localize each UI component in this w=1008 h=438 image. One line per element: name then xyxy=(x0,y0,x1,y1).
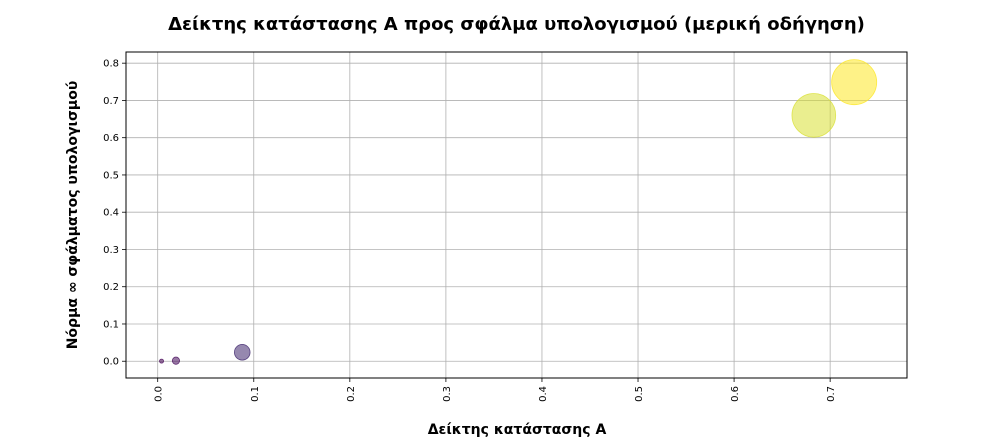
y-tick-label: 0.8 xyxy=(103,59,119,70)
x-tick-label: 0.0 xyxy=(154,386,165,402)
x-tick-label: 0.5 xyxy=(634,386,645,402)
x-tick-label: 0.4 xyxy=(538,386,549,402)
x-tick-label: 0.6 xyxy=(730,386,741,402)
y-tick-label: 0.4 xyxy=(103,208,119,219)
data-point xyxy=(233,344,251,361)
grid xyxy=(126,52,907,378)
data-point xyxy=(159,358,164,364)
y-tick-label: 0.0 xyxy=(103,357,119,368)
x-tick-label: 0.1 xyxy=(250,386,261,402)
x-axis-ticks: 0.0 0.1 0.2 0.3 0.4 0.5 0.6 0.7 xyxy=(154,378,837,402)
y-axis-ticks: 0.0 0.1 0.2 0.3 0.4 0.5 0.6 0.7 0.8 xyxy=(103,59,126,368)
y-tick-label: 0.2 xyxy=(103,282,119,293)
x-tick-label: 0.3 xyxy=(442,386,453,402)
y-tick-label: 0.6 xyxy=(103,133,119,144)
y-tick-label: 0.7 xyxy=(103,96,119,107)
data-point xyxy=(171,356,181,365)
chart-title: Δείκτης κατάστασης A προς σφάλμα υπολογι… xyxy=(168,14,865,35)
x-tick-label: 0.7 xyxy=(826,386,837,402)
data-points xyxy=(159,59,878,365)
y-tick-label: 0.1 xyxy=(103,319,119,330)
data-point xyxy=(831,59,878,106)
y-tick-label: 0.5 xyxy=(103,170,119,181)
plot-area-frame xyxy=(125,51,908,379)
data-point xyxy=(791,93,837,138)
y-tick-label: 0.3 xyxy=(103,245,119,256)
x-tick-label: 0.2 xyxy=(346,386,357,402)
